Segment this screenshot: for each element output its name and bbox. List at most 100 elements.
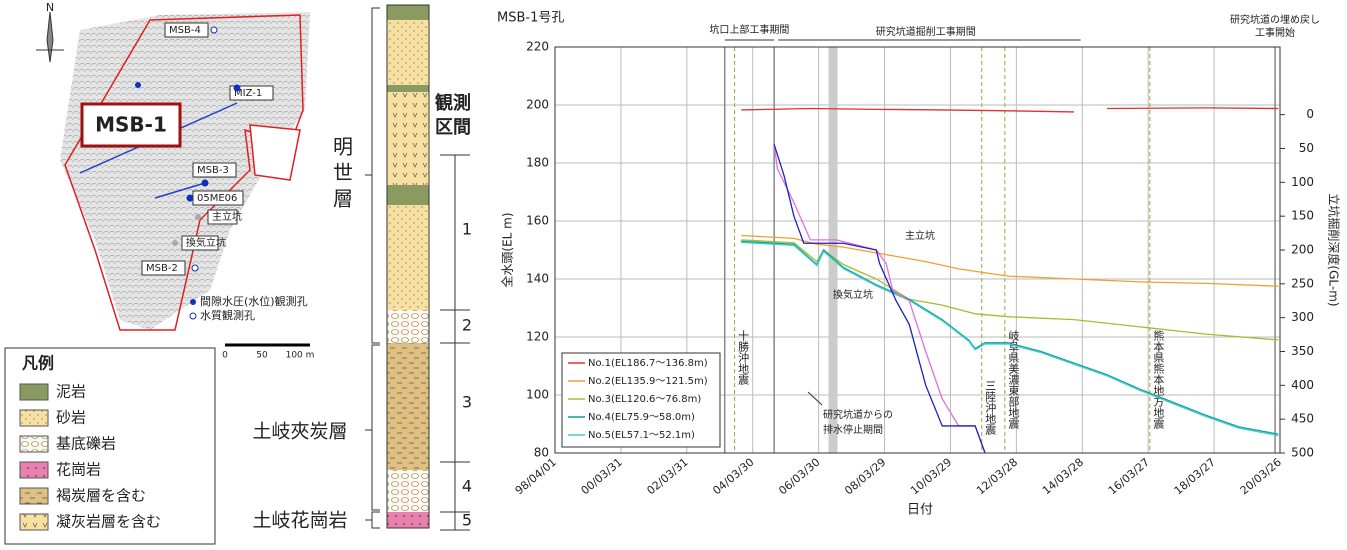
north: N [46, 1, 54, 14]
highlight-label: MSB-1 [95, 113, 167, 137]
layer [387, 343, 429, 470]
legend-label: No.3(EL120.6～76.8m) [588, 394, 701, 405]
site-dot [172, 240, 178, 246]
x-tick-label: 04/03/30 [710, 456, 756, 498]
annotation: 研究坑道からの [823, 408, 893, 421]
site-dot [186, 194, 194, 202]
annotation: 坑口上部工事期間 [709, 23, 789, 36]
x-tick-label: 18/03/27 [1172, 456, 1218, 498]
leader [154, 182, 206, 199]
x-tick-label: 16/03/27 [1106, 456, 1152, 498]
layer [387, 185, 429, 205]
map-label: 換気立坑 [186, 236, 226, 249]
legend-label: 凝灰岩層を含む [56, 513, 161, 531]
pointer [807, 391, 823, 406]
series-line [741, 234, 1279, 287]
layer [387, 512, 429, 528]
series-line [741, 240, 1279, 435]
label-box [164, 22, 209, 38]
annotation: 研究坑道の埋め戻し [1230, 13, 1320, 26]
swatch [19, 409, 49, 427]
label-box [181, 235, 219, 251]
legend-label: No.2(EL135.9～121.5m) [588, 376, 708, 387]
series-line [773, 144, 986, 454]
swatch [19, 383, 49, 401]
series-label: 換気立坑 [833, 288, 873, 301]
legend-frame [561, 352, 721, 448]
key-label: 水質観測孔 [200, 308, 255, 322]
y-tick-label: 120 [526, 330, 549, 344]
layer [387, 310, 429, 343]
y-tick-label: 200 [526, 98, 549, 112]
label-box [192, 162, 237, 178]
y2-tick-label: 450 [1291, 412, 1314, 426]
series-line [773, 144, 986, 454]
y2-tick-label: 300 [1291, 310, 1314, 324]
legend-label: 花崗岩 [56, 461, 101, 479]
map-label: MSB-3 [197, 165, 229, 176]
layer [387, 85, 429, 92]
scale-label: 50 [256, 351, 268, 361]
event-label: 熊本県熊本地方地震 [1152, 329, 1165, 430]
series-label: 主立坑 [905, 229, 935, 242]
event-label: 三陸沖地震 [984, 380, 997, 436]
legend-label: 基底礫岩 [56, 435, 116, 453]
y2-tick-label: 150 [1291, 209, 1314, 223]
swatch [19, 513, 49, 531]
label-box [141, 260, 186, 276]
swatch [19, 487, 49, 505]
layer [387, 470, 429, 512]
interval-label: 4 [462, 477, 472, 496]
x-tick-label: 98/04/01 [513, 456, 559, 498]
y-tick-label: 80 [534, 446, 549, 460]
x-tick-label: 12/03/28 [974, 456, 1020, 498]
x-tick-label: 00/03/31 [579, 456, 625, 498]
y-tick-label: 180 [526, 156, 549, 170]
y-tick-label: 140 [526, 272, 549, 286]
interval-label: 1 [462, 220, 472, 239]
map-label: MSB-2 [146, 263, 178, 274]
x-tick-label: 02/03/31 [644, 456, 690, 498]
north-arrow [36, 11, 64, 63]
x-tick-label: 06/03/30 [776, 456, 822, 498]
plot-frame [554, 46, 1281, 454]
x-tick-label: 20/03/26 [1238, 456, 1284, 498]
annotation: 排水停止期間 [823, 423, 883, 436]
interval-label: 2 [462, 316, 472, 335]
y2-tick-label: 100 [1291, 175, 1314, 189]
y2-tick-label: 250 [1291, 276, 1314, 290]
series-line [741, 107, 1279, 113]
interval-label: 5 [462, 511, 472, 530]
key-dot [190, 299, 196, 305]
scale-label: 100 m [286, 351, 315, 361]
y2-tick-label: 500 [1291, 446, 1314, 460]
y2-tick-label: 400 [1291, 378, 1314, 392]
y2-tick-label: 50 [1299, 141, 1314, 155]
series-line [741, 241, 1279, 437]
y-tick-label: 220 [526, 40, 549, 54]
series-line [741, 239, 1279, 341]
scale-label: 0 [222, 351, 228, 361]
annotation: 研究坑道掘削工事期間 [876, 25, 976, 38]
label-box [207, 209, 238, 225]
key-dot [189, 312, 197, 320]
y-axis-label: 全水頭(EL m) [500, 212, 515, 287]
layer [387, 92, 429, 185]
site-dot [195, 214, 201, 220]
map-label: MSB-4 [169, 25, 201, 36]
chart-title: MSB-1号孔 [497, 11, 564, 26]
map-label: MIZ-1 [234, 88, 262, 99]
formation: 土岐夾炭層 [252, 421, 347, 443]
heading: 区間 [435, 117, 471, 138]
x-tick-label: 14/03/28 [1040, 456, 1086, 498]
formation: 明世層 [330, 136, 354, 214]
y2-tick-label: 200 [1291, 243, 1314, 257]
site-dot [201, 179, 209, 187]
event-label: 十勝沖地震 [737, 329, 750, 386]
site-dot [135, 82, 141, 88]
layer [387, 205, 429, 310]
layer [387, 5, 429, 20]
